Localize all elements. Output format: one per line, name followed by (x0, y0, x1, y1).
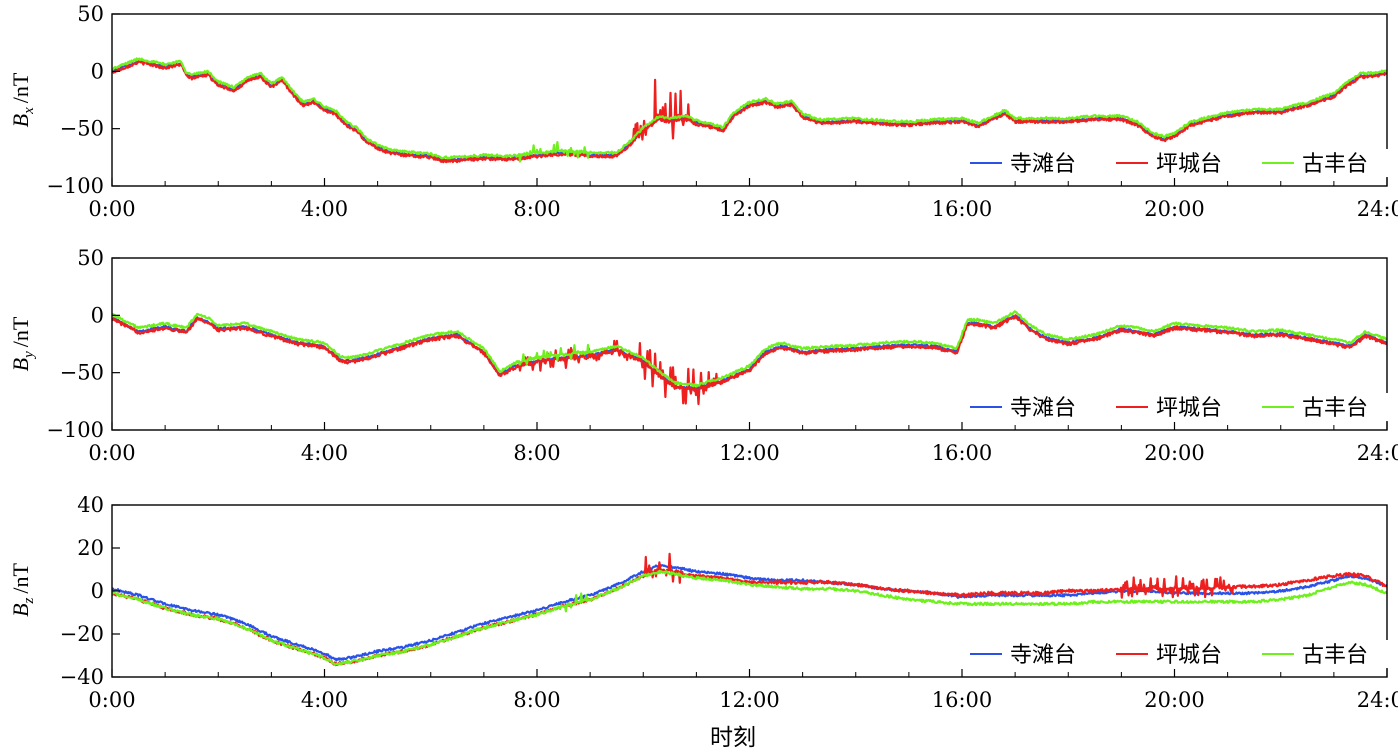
by-y-tick-label: 0 (91, 303, 104, 327)
bx-legend-label-3: 古丰台 (1302, 152, 1368, 177)
bz-x-tick-label: 4:00 (301, 688, 348, 712)
bx-axis-ticks: 0:00 4:00 8:00 12:00 16:00 20:00 24:00 50 0 −50 −1… (46, 2, 1398, 221)
by-panel: 0:00 4:00 8:00 12:00 16:00 20:00 24:00 50 0 −50 −1… (8, 246, 1398, 465)
bz-legend-label-2: 坪城台 (1156, 643, 1222, 668)
by-x-tick-label: 24:00 (1357, 441, 1398, 465)
bz-legend-label-3: 古丰台 (1302, 643, 1368, 668)
bx-x-tick-label: 8:00 (513, 197, 560, 221)
by-series-line-2 (112, 314, 1387, 406)
bx-x-tick-label: 20:00 (1144, 197, 1205, 221)
bx-y-tick-label: 50 (77, 2, 104, 26)
bx-legend-label-2: 坪城台 (1156, 152, 1222, 177)
by-legend: 寺滩台 坪城台 古丰台 (964, 393, 1388, 421)
bz-x-tick-label: 20:00 (1144, 688, 1205, 712)
by-series-line-3 (112, 310, 1387, 388)
by-y-tick-label: 50 (77, 246, 104, 270)
bz-x-tick-label: 0:00 (88, 688, 135, 712)
bx-series-line-1 (112, 59, 1387, 162)
bz-legend-label-1: 寺滩台 (1010, 643, 1076, 668)
by-y-tick-label: −100 (46, 418, 104, 442)
bz-y-tick-label: 20 (77, 536, 104, 560)
bz-panel: 0:00 4:00 8:00 12:00 16:00 20:00 24:00 40 20 0 −20… (8, 493, 1398, 751)
by-y-axis-label: By/nT (8, 316, 37, 371)
bx-x-tick-label: 4:00 (301, 197, 348, 221)
bx-series-line-3 (112, 57, 1387, 163)
bx-y-tick-label: 0 (91, 59, 104, 83)
bx-y-tick-label: −50 (60, 117, 104, 141)
bx-series-layer (112, 57, 1387, 164)
by-x-tick-label: 0:00 (88, 441, 135, 465)
bx-legend: 寺滩台 坪城台 古丰台 (964, 149, 1388, 177)
by-legend-label-2: 坪城台 (1156, 396, 1222, 421)
bz-series-layer (112, 552, 1387, 667)
bx-x-tick-label: 16:00 (932, 197, 993, 221)
bz-y-tick-label: −40 (60, 665, 104, 689)
bx-panel: 0:00 4:00 8:00 12:00 16:00 20:00 24:00 50 0 −50 −1… (8, 2, 1398, 221)
bz-x-tick-label: 16:00 (932, 688, 993, 712)
bx-series-line-2 (112, 59, 1387, 164)
by-y-tick-label: −50 (60, 361, 104, 385)
bx-y-tick-label: −100 (46, 174, 104, 198)
bz-y-tick-label: 40 (77, 493, 104, 517)
by-legend-label-3: 古丰台 (1302, 396, 1368, 421)
by-x-tick-label: 16:00 (932, 441, 993, 465)
by-x-tick-label: 8:00 (513, 441, 560, 465)
bz-y-tick-label: −20 (60, 622, 104, 646)
bx-y-axis-label: Bx/nT (8, 72, 37, 127)
bx-x-tick-label: 0:00 (88, 197, 135, 221)
x-axis-label: 时刻 (710, 725, 756, 751)
bz-x-tick-label: 8:00 (513, 688, 560, 712)
by-legend-label-1: 寺滩台 (1010, 396, 1076, 421)
bz-x-tick-label: 24:00 (1357, 688, 1398, 712)
by-x-tick-label: 4:00 (301, 441, 348, 465)
bx-legend-label-1: 寺滩台 (1010, 152, 1076, 177)
by-series-layer (112, 310, 1387, 406)
bz-x-tick-label: 12:00 (719, 688, 780, 712)
by-x-tick-label: 12:00 (719, 441, 780, 465)
bz-y-tick-label: 0 (91, 579, 104, 603)
bz-series-line-2 (112, 552, 1387, 667)
bx-x-tick-label: 12:00 (719, 197, 780, 221)
by-x-tick-label: 20:00 (1144, 441, 1205, 465)
bz-series-line-1 (112, 563, 1387, 662)
bz-series-line-3 (112, 569, 1387, 666)
by-axis-ticks: 0:00 4:00 8:00 12:00 16:00 20:00 24:00 50 0 −50 −1… (46, 246, 1398, 465)
bz-y-axis-label: Bz/nT (8, 563, 37, 617)
bx-x-tick-label: 24:00 (1357, 197, 1398, 221)
bz-legend: 寺滩台 坪城台 古丰台 (964, 640, 1388, 668)
bz-axis-ticks: 0:00 4:00 8:00 12:00 16:00 20:00 24:00 40 20 0 −20… (60, 493, 1398, 712)
